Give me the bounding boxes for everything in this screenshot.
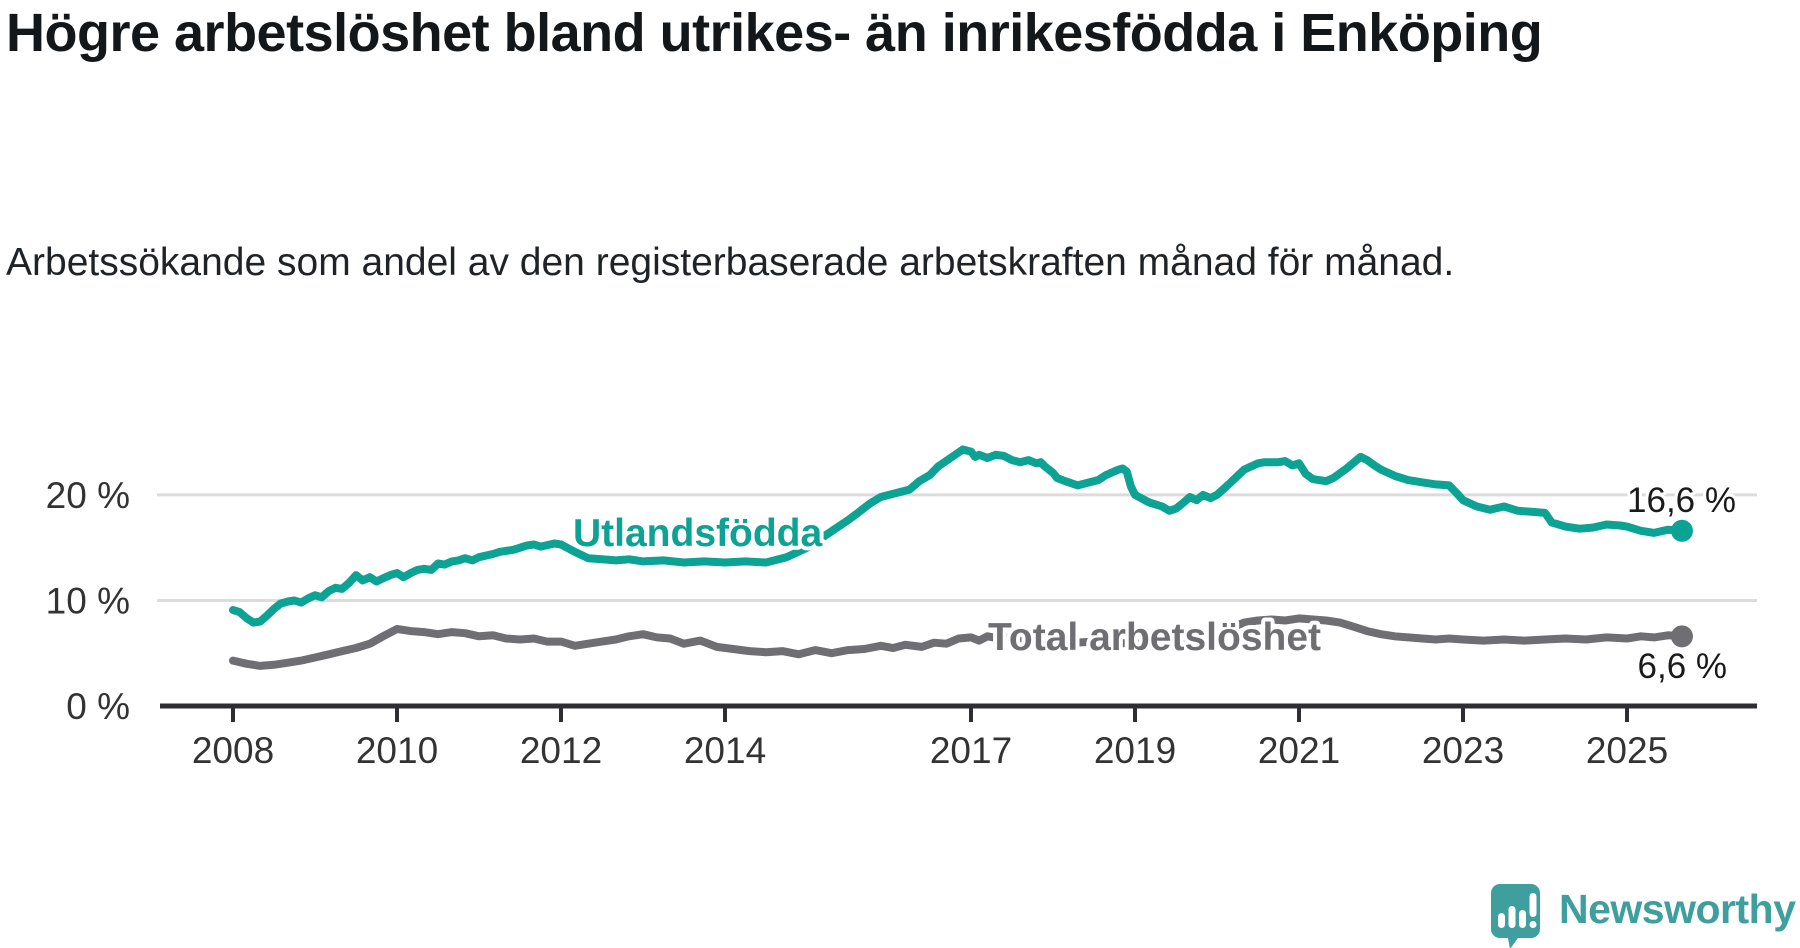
x-tick-label-2025: 2025 (1586, 730, 1668, 771)
series-label-utlandsf-dda: Utlandsfödda (573, 512, 822, 555)
y-tick-label-0: 0 % (66, 686, 130, 727)
newsworthy-logo-icon (1491, 884, 1540, 948)
x-tick-label-2010: 2010 (356, 730, 438, 771)
x-tick-label-2021: 2021 (1258, 730, 1340, 771)
end-value-label-utlandsf-dda: 16,6 % (1627, 481, 1736, 520)
newsworthy-logo-text: Newsworthy (1559, 885, 1796, 932)
x-tick-label-2019: 2019 (1094, 730, 1176, 771)
x-tick-label-2012: 2012 (520, 730, 602, 771)
end-value-label-total-arbetsl-shet: 6,6 % (1638, 647, 1728, 686)
x-tick-label-2017: 2017 (930, 730, 1012, 771)
x-tick-label-2023: 2023 (1422, 730, 1504, 771)
logo-exclamation-bar (1529, 893, 1537, 917)
chart-subtitle: Arbetssökande som andel av den registerb… (6, 241, 1455, 284)
x-tick-label-2008: 2008 (192, 730, 274, 771)
series-end-dot-utlandsf-dda (1670, 519, 1693, 542)
x-tick-label-2014: 2014 (684, 730, 766, 771)
series-line-total-arbetsl-shet (229, 614, 1686, 670)
newsworthy-logo: Newsworthy (1487, 880, 1796, 948)
logo-bar-2 (1508, 906, 1516, 928)
y-tick-label-20: 20 % (46, 475, 130, 516)
series-end-dot-total-arbetsl-shet (1670, 625, 1693, 648)
chart-title: Högre arbetslöshet bland utrikes- än inr… (6, 3, 1543, 63)
y-tick-label-10: 10 % (46, 580, 130, 621)
series-label-total-arbetsl-shet: Total arbetslöshet (988, 616, 1321, 659)
logo-bar-3 (1519, 910, 1526, 928)
logo-exclamation-dot (1529, 921, 1537, 928)
logo-bar-1 (1498, 913, 1505, 928)
series-line-utlandsf-dda (229, 445, 1686, 627)
